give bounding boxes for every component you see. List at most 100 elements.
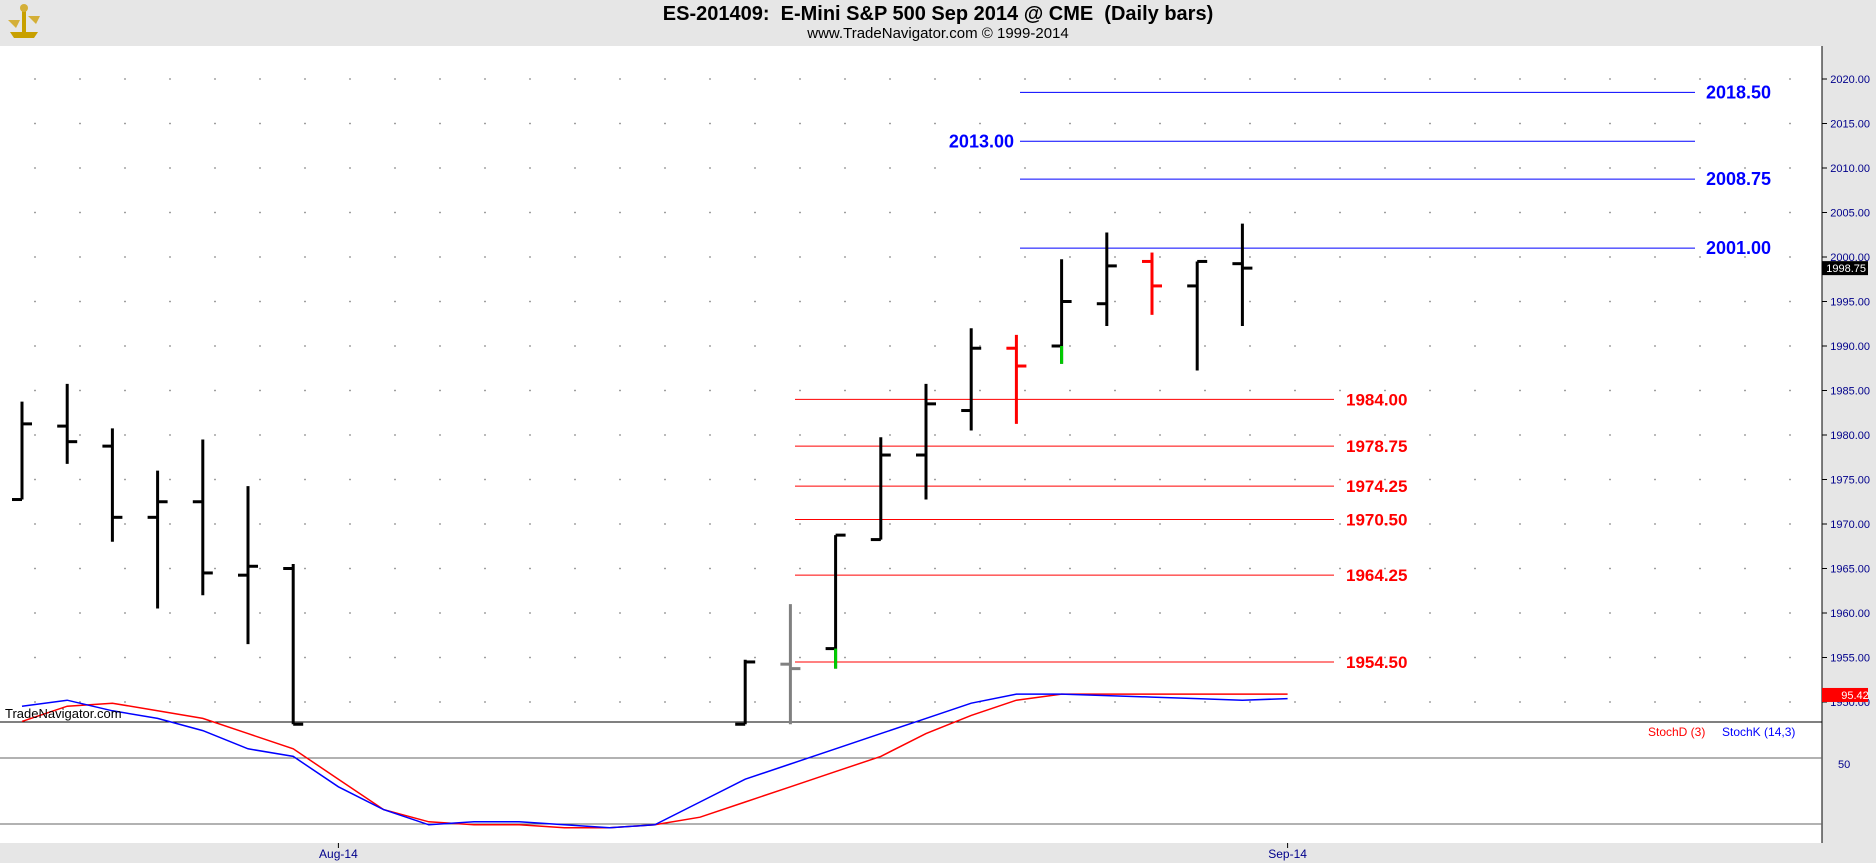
grid-dot (1699, 167, 1701, 169)
ohlc-bar (192, 439, 213, 596)
grid-dot (574, 122, 576, 125)
grid-dot (1474, 211, 1476, 214)
grid-dot (1384, 567, 1386, 570)
grid-dot (664, 300, 666, 303)
grid-dot (1699, 300, 1701, 303)
chart-subtitle: www.TradeNavigator.com © 1999-2014 (807, 25, 1069, 42)
grid-dot (799, 211, 801, 214)
grid-dot (979, 612, 981, 614)
ohlc-bar (1187, 259, 1208, 371)
grid-dot (889, 612, 891, 614)
grid-dot (34, 478, 36, 481)
grid-dot (1339, 434, 1341, 436)
grid-dot (169, 345, 171, 347)
grid-dot (1159, 345, 1161, 347)
grid-dot (1339, 567, 1341, 570)
grid-dot (34, 701, 36, 703)
grid-dot (844, 434, 846, 436)
grid-dot (934, 523, 936, 525)
grid-dot (214, 567, 216, 570)
ohlc-bar (1006, 334, 1027, 424)
grid-dot (799, 656, 801, 659)
ohlc-bar (1232, 223, 1253, 326)
grid-dot (34, 78, 36, 80)
grid-dot (1339, 612, 1341, 614)
grid-dot (1699, 656, 1701, 659)
grid-dot (124, 167, 126, 169)
grid-dot (1204, 122, 1206, 125)
grid-dot (1204, 478, 1206, 481)
grid-dot (1339, 656, 1341, 659)
grid-dot (709, 701, 711, 703)
grid-dot (844, 78, 846, 80)
grid-dot (394, 389, 396, 392)
grid-dot (304, 78, 306, 80)
grid-dot (124, 300, 126, 303)
grid-dot (709, 523, 711, 525)
grid-dot (754, 211, 756, 214)
grid-dot (259, 612, 261, 614)
grid-dot (259, 78, 261, 80)
grid-dot (484, 211, 486, 214)
grid-dot (349, 567, 351, 570)
grid-dot (1609, 122, 1611, 125)
grid-dot (259, 567, 261, 570)
grid-dot (1519, 122, 1521, 125)
grid-dot (1294, 211, 1296, 214)
ohlc-bar (780, 604, 801, 725)
grid-dot (1519, 656, 1521, 659)
grid-dot (709, 167, 711, 169)
grid-dot (1654, 389, 1656, 392)
grid-dot (844, 612, 846, 614)
grid-dot (844, 523, 846, 525)
grid-dot (1294, 167, 1296, 169)
grid-dot (1609, 167, 1611, 169)
grid-dot (844, 567, 846, 570)
grid-dot (259, 167, 261, 169)
grid-dot (709, 434, 711, 436)
grid-dot (529, 389, 531, 392)
grid-dot (844, 389, 846, 392)
grid-dot (1654, 167, 1656, 169)
grid-dot (1744, 300, 1746, 303)
grid-dot (259, 434, 261, 436)
ohlc-bar (961, 328, 982, 431)
grid-dot (1384, 167, 1386, 169)
grid-dot (259, 256, 261, 258)
grid-dot (1744, 523, 1746, 525)
grid-dot (439, 211, 441, 214)
grid-dot (1204, 567, 1206, 570)
ohlc-bar (1142, 252, 1162, 315)
stoch-y-tick-label: 50 (1838, 759, 1850, 771)
grid-dot (574, 523, 576, 525)
grid-dot (484, 345, 486, 347)
grid-dot (169, 567, 171, 570)
grid-dot (529, 345, 531, 347)
grid-dot (529, 78, 531, 80)
grid-dot (1024, 256, 1026, 258)
grid-dot (484, 701, 486, 703)
grid-dot (1114, 256, 1116, 258)
grid-dot (349, 434, 351, 436)
grid-dot (34, 345, 36, 347)
grid-dot (574, 300, 576, 303)
grid-dot (1294, 612, 1296, 614)
grid-dot (1024, 523, 1026, 525)
grid-dot (934, 612, 936, 614)
grid-dot (574, 478, 576, 481)
grid-dot (1654, 478, 1656, 481)
grid-dot (1204, 78, 1206, 80)
grid-dot (484, 434, 486, 436)
grid-dot (1744, 701, 1746, 703)
grid-dot (1204, 701, 1206, 703)
grid-dot (349, 167, 351, 169)
grid-dot (709, 122, 711, 125)
grid-dot (304, 122, 306, 125)
grid-dot (1024, 389, 1026, 392)
support-label: 1978.75 (1346, 437, 1407, 456)
grid-dot (844, 167, 846, 169)
grid-dot (1294, 345, 1296, 347)
grid-dot (34, 389, 36, 392)
ohlc-bar (916, 383, 936, 500)
price-axis-panel (1822, 46, 1876, 846)
